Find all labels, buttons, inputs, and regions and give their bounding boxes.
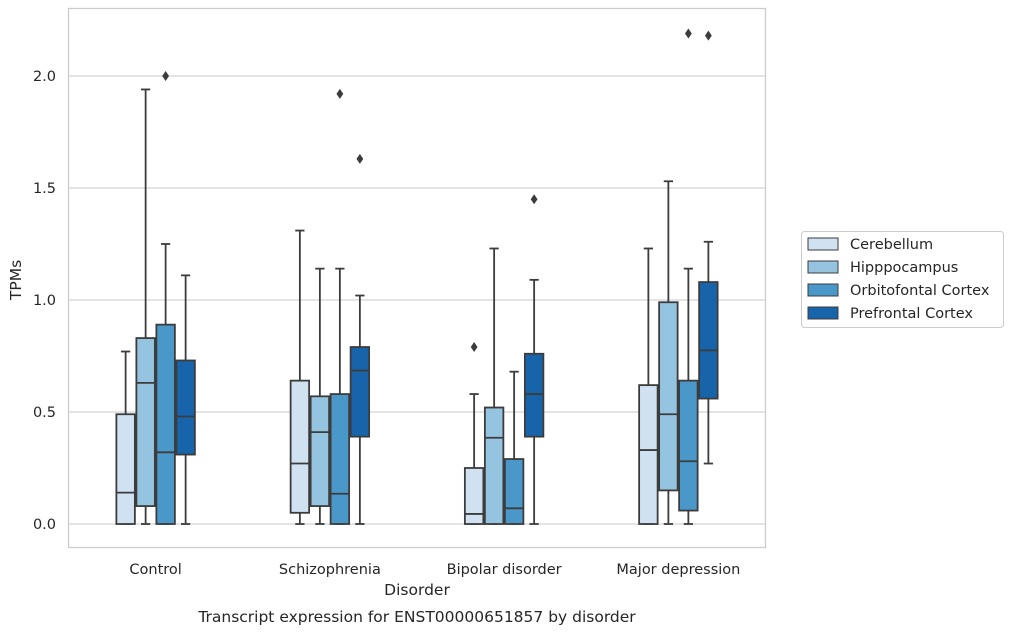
box-group xyxy=(638,247,659,525)
outlier-point xyxy=(162,71,170,81)
boxes xyxy=(115,28,719,525)
outlier-point xyxy=(470,342,478,353)
y-tick-label: 0.0 xyxy=(33,517,56,533)
legend-swatch xyxy=(807,306,839,320)
box xyxy=(175,359,196,456)
legend-swatch xyxy=(807,283,839,297)
box xyxy=(678,379,699,512)
box xyxy=(329,393,351,525)
y-axis-label: TPMs xyxy=(7,260,25,301)
box-group xyxy=(463,342,485,525)
box xyxy=(523,352,545,438)
box xyxy=(503,458,525,525)
box-group xyxy=(135,88,156,525)
legend-label: Hipppocampus xyxy=(850,260,958,276)
box xyxy=(638,384,659,525)
box-group xyxy=(523,194,545,525)
outlier-point xyxy=(356,153,364,164)
box-group xyxy=(503,370,525,525)
box-group xyxy=(289,229,311,525)
x-tick-label: Major depression xyxy=(616,562,740,578)
box-group xyxy=(678,28,699,525)
box-group xyxy=(349,153,371,525)
x-axis-label: Disorder xyxy=(384,581,450,599)
x-tick-labels: Control Schizophrenia Bipolar disorder Majo… xyxy=(129,562,740,578)
box-group xyxy=(175,274,196,525)
x-tick-label: Bipolar disorder xyxy=(447,562,562,578)
box xyxy=(698,281,719,400)
y-tick-label: 1.5 xyxy=(33,181,56,197)
legend-entries: Cerebellum Hipppocampus Orbitofontal Corte… xyxy=(807,237,990,322)
x-tick-label: Control xyxy=(129,562,181,578)
box-group xyxy=(698,30,719,465)
y-tick-label: 0.5 xyxy=(33,405,56,421)
box-group xyxy=(483,247,505,525)
plot-area-frame xyxy=(67,7,767,549)
box xyxy=(349,346,371,438)
outlier-point xyxy=(530,194,538,205)
x-tick-label: Schizophrenia xyxy=(279,562,381,578)
outlier-point xyxy=(704,30,712,41)
box xyxy=(463,467,485,525)
y-tick-label: 1.0 xyxy=(33,293,56,309)
box xyxy=(115,413,136,525)
box-group xyxy=(329,88,351,525)
box xyxy=(155,323,176,525)
outlier-point xyxy=(336,88,344,99)
legend-swatch xyxy=(807,237,839,251)
box xyxy=(135,337,156,507)
legend-label: Orbitofontal Cortex xyxy=(850,283,990,299)
box xyxy=(483,406,505,525)
outlier-point xyxy=(684,28,692,39)
box-group xyxy=(115,350,136,525)
box-group xyxy=(658,180,679,525)
legend-swatch xyxy=(807,260,839,274)
y-tick-labels: 0.0 0.5 1.0 1.5 2.0 xyxy=(33,69,56,533)
legend-frame xyxy=(801,231,1004,328)
chart-caption: Transcript expression for ENST0000065185… xyxy=(197,608,636,626)
legend-label: Cerebellum xyxy=(850,237,933,253)
y-tick-label: 2.0 xyxy=(33,69,56,85)
box xyxy=(658,301,679,492)
legend: Cerebellum Hipppocampus Orbitofontal Corte… xyxy=(801,231,1004,328)
box xyxy=(309,395,331,507)
box-group xyxy=(155,71,176,525)
box-group xyxy=(309,267,331,525)
box xyxy=(289,379,311,514)
legend-label: Prefrontal Cortex xyxy=(850,306,973,322)
